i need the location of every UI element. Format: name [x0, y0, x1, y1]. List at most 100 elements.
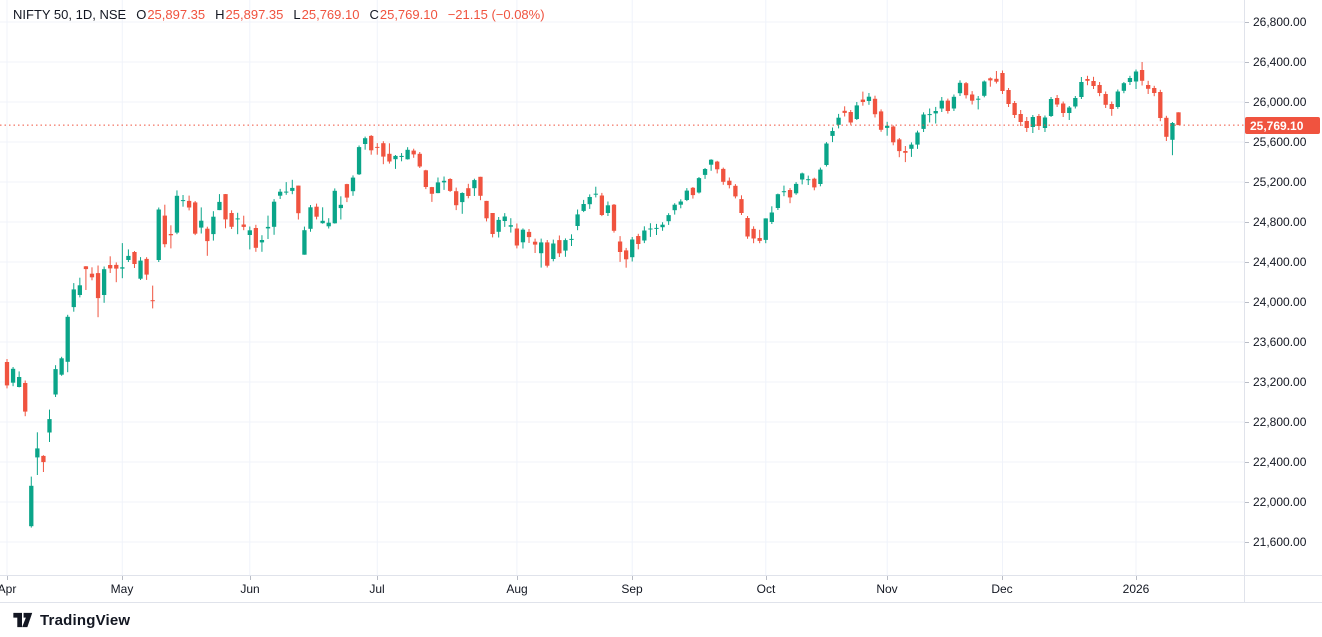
candle[interactable] — [721, 168, 726, 182]
candle[interactable] — [1054, 98, 1060, 105]
symbol-description[interactable]: NIFTY 50, 1D, NSE — [13, 7, 127, 22]
candle[interactable] — [1018, 114, 1023, 122]
candle[interactable] — [757, 238, 762, 241]
candle[interactable] — [878, 111, 884, 130]
candle[interactable] — [65, 316, 70, 362]
candle[interactable] — [642, 230, 647, 241]
candle[interactable] — [866, 96, 872, 101]
candle[interactable] — [824, 143, 829, 166]
candle[interactable] — [982, 81, 987, 96]
candle[interactable] — [715, 161, 720, 170]
candle[interactable] — [963, 83, 969, 96]
candle[interactable] — [1127, 78, 1133, 82]
candle[interactable] — [1109, 104, 1114, 109]
candle[interactable] — [708, 159, 714, 165]
candle[interactable] — [399, 155, 404, 157]
candle[interactable] — [490, 213, 495, 234]
candle[interactable] — [466, 188, 471, 196]
candle[interactable] — [423, 170, 428, 187]
candle[interactable] — [1176, 112, 1181, 126]
candle[interactable] — [120, 267, 125, 269]
candle[interactable] — [599, 195, 605, 216]
candle[interactable] — [356, 147, 362, 175]
candle[interactable] — [484, 200, 489, 219]
candle[interactable] — [630, 239, 635, 258]
candle[interactable] — [545, 242, 550, 266]
candle[interactable] — [193, 202, 198, 234]
candle[interactable] — [1152, 88, 1157, 93]
candle[interactable] — [284, 191, 289, 193]
candle[interactable] — [199, 220, 204, 228]
candle[interactable] — [569, 238, 574, 240]
candle[interactable] — [417, 153, 422, 167]
candle[interactable] — [921, 114, 926, 129]
candle[interactable] — [259, 240, 265, 243]
candle[interactable] — [326, 222, 331, 227]
candle[interactable] — [1030, 117, 1035, 127]
candle[interactable] — [684, 190, 689, 200]
candle[interactable] — [132, 252, 137, 264]
candle[interactable] — [344, 184, 350, 198]
candle[interactable] — [229, 213, 234, 227]
price-axis[interactable]: 26,800.00 26,400.00 26,000.00 25,600.00 25,2… — [1245, 0, 1322, 575]
candle[interactable] — [605, 205, 611, 213]
candle[interactable] — [526, 231, 532, 238]
candle[interactable] — [478, 176, 483, 196]
candle[interactable] — [775, 194, 781, 208]
candle[interactable] — [793, 183, 799, 194]
candle[interactable] — [1073, 98, 1078, 107]
symbol-legend[interactable]: NIFTY 50, 1D, NSE O 25,897.35 H 25,897.35 … — [13, 7, 545, 22]
candle[interactable] — [59, 358, 64, 375]
candle[interactable] — [1067, 107, 1072, 114]
candle[interactable] — [29, 485, 34, 527]
candle[interactable] — [915, 132, 920, 145]
candle[interactable] — [927, 114, 932, 116]
candle[interactable] — [1085, 79, 1090, 81]
candle[interactable] — [969, 94, 975, 101]
candle[interactable] — [108, 265, 113, 269]
candle[interactable] — [623, 250, 629, 260]
candle[interactable] — [617, 241, 623, 253]
candle[interactable] — [4, 362, 10, 386]
candle[interactable] — [751, 228, 756, 239]
candle[interactable] — [532, 241, 538, 245]
candle[interactable] — [447, 179, 453, 191]
candle[interactable] — [1042, 117, 1048, 129]
candle[interactable] — [976, 98, 981, 100]
candle[interactable] — [739, 199, 744, 213]
candle[interactable] — [217, 201, 222, 211]
candle[interactable] — [496, 219, 501, 232]
candle[interactable] — [302, 230, 307, 255]
candle[interactable] — [350, 177, 356, 192]
candle[interactable] — [126, 255, 131, 260]
candle[interactable] — [800, 173, 805, 180]
candle[interactable] — [138, 260, 143, 279]
candle[interactable] — [848, 112, 853, 123]
candle[interactable] — [83, 266, 89, 270]
candle[interactable] — [362, 138, 368, 144]
candle[interactable] — [702, 169, 708, 175]
candle[interactable] — [265, 226, 271, 229]
candle[interactable] — [520, 229, 526, 243]
candle[interactable] — [672, 204, 677, 211]
candle[interactable] — [957, 82, 963, 94]
candle[interactable] — [290, 187, 295, 191]
candle[interactable] — [114, 264, 119, 269]
candle[interactable] — [696, 178, 702, 193]
candle[interactable] — [539, 242, 544, 254]
candle[interactable] — [320, 220, 325, 224]
candle[interactable] — [733, 185, 738, 197]
candlestick-canvas[interactable] — [0, 0, 1244, 575]
candle[interactable] — [77, 285, 82, 295]
candle[interactable] — [235, 218, 240, 220]
candle[interactable] — [988, 78, 993, 81]
candle[interactable] — [101, 269, 107, 295]
candle[interactable] — [10, 368, 16, 383]
candle[interactable] — [253, 228, 259, 248]
candle[interactable] — [211, 216, 216, 235]
candle[interactable] — [575, 214, 580, 226]
candle[interactable] — [186, 200, 192, 208]
candle[interactable] — [885, 125, 890, 128]
candle[interactable] — [223, 194, 228, 220]
candle[interactable] — [563, 240, 568, 251]
